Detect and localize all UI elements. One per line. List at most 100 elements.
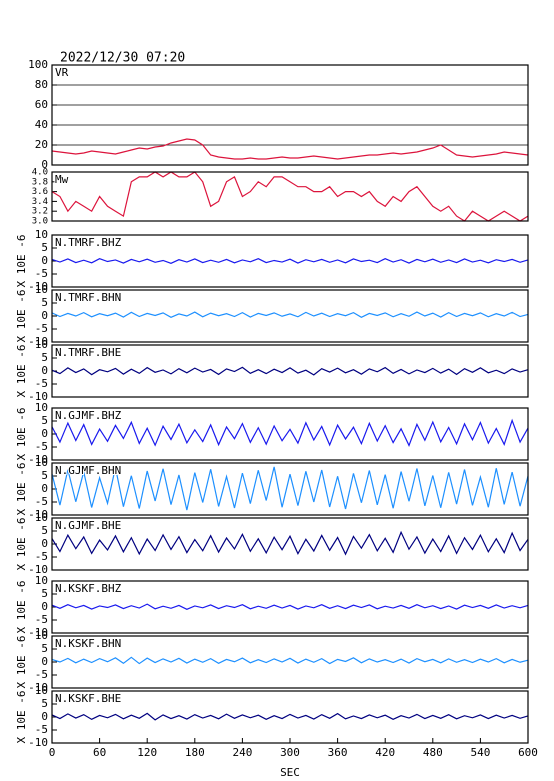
y-tick-label: 4.0 [32,168,48,178]
y-tick-label: -10 [28,563,48,576]
y-tick-label: -10 [28,280,48,293]
x-tick-label: 300 [280,746,300,759]
y-axis-label: X 10E -6 [15,463,28,516]
y-tick-label: 10 [35,456,48,469]
y-axis-label: X 10E -6 [15,581,28,634]
y-tick-label: -10 [28,626,48,639]
x-axis-label: SEC [280,766,300,779]
y-tick-label: 5 [41,351,48,364]
y-tick-label: 0 [41,427,48,440]
data-line [51,418,529,447]
y-axis-label: X 10E -6 [15,691,28,744]
panel-frame [51,462,529,516]
y-tick-label: 0 [41,655,48,668]
x-tick-label: 120 [137,746,157,759]
y-tick-label: 5 [41,642,48,655]
panel-label: N.TMRF.BHN [55,291,121,304]
y-tick-label: 5 [41,697,48,710]
data-line [51,258,529,264]
y-tick-label: -10 [28,390,48,403]
y-tick-label: 10 [35,629,48,642]
y-tick-label: 10 [35,401,48,414]
y-tick-label: 0 [41,254,48,267]
y-tick-label: -10 [28,335,48,348]
panel-label: Mw [55,173,69,186]
data-line [51,311,529,318]
y-tick-label: 5 [41,296,48,309]
y-tick-label: 0 [41,158,48,171]
y-tick-label: 0 [41,537,48,550]
y-tick-label: -5 [35,322,48,335]
x-tick-label: 0 [49,746,56,759]
data-line [51,603,529,610]
y-axis-label: X 10E -6 [15,408,28,461]
panel-label: N.GJMF.BHE [55,519,121,532]
data-line [51,138,529,160]
y-tick-label: -5 [35,613,48,626]
panel-label: N.KSKF.BHN [55,637,121,650]
y-tick-label: -5 [35,668,48,681]
y-tick-label: -5 [35,495,48,508]
panel-frame [51,344,529,398]
x-tick-label: 180 [185,746,205,759]
y-tick-label: -5 [35,440,48,453]
y-tick-label: 0 [41,710,48,723]
data-line [51,530,529,556]
panel-frame [51,64,529,166]
y-axis-label: X 10E -6 [15,290,28,343]
y-tick-label: 10 [35,338,48,351]
x-tick-label: 600 [518,746,538,759]
y-tick-label: 3.0 [32,217,48,227]
x-tick-label: 540 [470,746,490,759]
y-tick-label: 5 [41,469,48,482]
y-tick-label: -10 [28,453,48,466]
y-tick-label: -5 [35,550,48,563]
y-tick-label: 40 [35,118,48,131]
y-tick-label: -10 [28,681,48,694]
panel-label: N.GJMF.BHN [55,464,121,477]
y-tick-label: 3.6 [32,187,48,197]
panel-label: N.GJMF.BHZ [55,409,122,422]
y-tick-label: 5 [41,414,48,427]
y-tick-label: -5 [35,267,48,280]
y-axis-label: X 10E -6 [15,636,28,689]
panel-frame [51,407,529,461]
y-tick-label: 10 [35,511,48,524]
x-tick-label: 480 [423,746,443,759]
y-axis-label: X 10E -6 [15,345,28,398]
data-line [51,171,529,222]
y-tick-label: -10 [28,736,48,749]
y-tick-label: -10 [28,508,48,521]
panel-frame [51,171,529,222]
panel-label: N.KSKF.BHZ [55,582,122,595]
panel-label: N.KSKF.BHE [55,692,121,705]
y-tick-label: 0 [41,364,48,377]
y-tick-label: 5 [41,587,48,600]
y-axis-label: X 10E -6 [15,235,28,288]
panel-label: N.TMRF.BHE [55,346,121,359]
data-line [51,366,529,376]
y-tick-label: 80 [35,78,48,91]
data-line [51,712,529,721]
panel-frame [51,517,529,571]
y-tick-label: 0 [41,482,48,495]
x-tick-label: 240 [232,746,252,759]
x-tick-label: 360 [328,746,348,759]
y-tick-label: 0 [41,309,48,322]
y-tick-label: 5 [41,241,48,254]
y-tick-label: 3.8 [32,177,48,187]
y-tick-label: 10 [35,228,48,241]
chart-title: 2022/12/30 07:20 [60,51,185,66]
y-tick-label: 20 [35,138,48,151]
x-tick-label: 60 [93,746,106,759]
data-line [51,656,529,665]
x-tick-label: 420 [375,746,395,759]
panel-frame [51,580,529,634]
y-tick-label: 10 [35,684,48,697]
panel-label: N.TMRF.BHZ [55,236,122,249]
panel-frame [51,690,529,744]
y-tick-label: 100 [28,58,48,71]
y-tick-label: 60 [35,98,48,111]
